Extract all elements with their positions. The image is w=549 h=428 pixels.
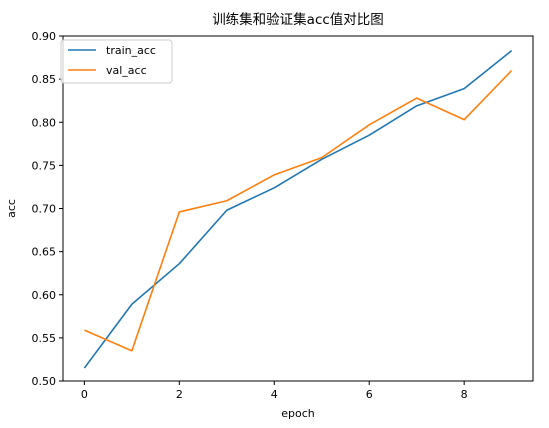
y-tick-label: 0.70 — [32, 203, 57, 216]
y-tick-label: 0.80 — [32, 116, 57, 129]
series-line-val-acc — [84, 69, 513, 352]
y-tick-label: 0.55 — [32, 332, 57, 345]
y-tick-label: 0.50 — [32, 375, 57, 388]
x-axis: 0 2 4 6 8 — [81, 381, 468, 401]
legend: train_acc val_acc — [60, 39, 173, 84]
y-tick-label: 0.75 — [32, 159, 57, 172]
y-tick-label: 0.90 — [32, 30, 57, 43]
x-tick-label: 0 — [81, 388, 88, 401]
x-tick-label: 6 — [366, 388, 373, 401]
y-tick-label: 0.60 — [32, 289, 57, 302]
series-line-train-acc — [83, 50, 513, 369]
x-axis-label: epoch — [281, 407, 315, 420]
y-tick-label: 0.85 — [32, 73, 57, 86]
chart-title: 训练集和验证集acc值对比图 — [212, 12, 384, 28]
y-axis: 0.50 0.55 0.60 0.65 0.70 0.75 0.80 0.85 0.90 — [32, 30, 63, 388]
y-axis-label: acc — [5, 199, 18, 218]
y-tick-label: 0.65 — [32, 246, 57, 259]
legend-label-val-acc: val_acc — [106, 64, 147, 77]
x-tick-label: 8 — [461, 388, 468, 401]
x-tick-label: 2 — [176, 388, 183, 401]
series-group — [83, 50, 513, 369]
x-tick-label: 4 — [271, 388, 278, 401]
legend-label-train-acc: train_acc — [106, 44, 156, 57]
